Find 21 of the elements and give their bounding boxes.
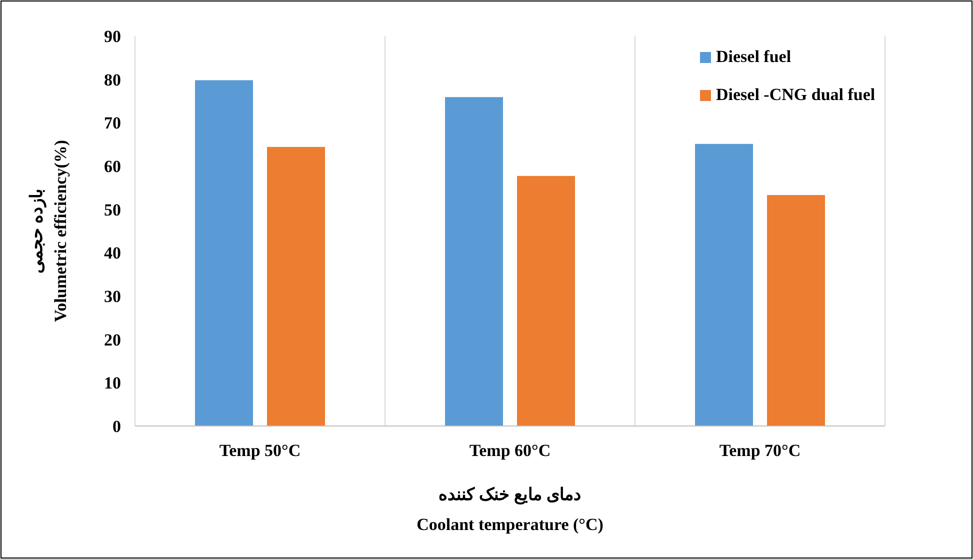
bar bbox=[195, 80, 253, 426]
bar bbox=[767, 195, 825, 426]
y-tick-label: 60 bbox=[104, 156, 121, 176]
x-tick-label: Temp 70°C bbox=[719, 441, 801, 460]
x-tick-label: Temp 50°C bbox=[219, 441, 301, 460]
y-tick-label: 0 bbox=[112, 416, 121, 436]
y-tick-label: 20 bbox=[104, 330, 121, 350]
y-tick-label: 40 bbox=[104, 244, 121, 263]
y-tick-label: 70 bbox=[104, 114, 121, 133]
bar bbox=[267, 146, 325, 426]
y-tick-label: 10 bbox=[104, 374, 121, 393]
bar bbox=[695, 144, 753, 426]
bar bbox=[445, 97, 503, 426]
y-tick-label: 80 bbox=[104, 70, 121, 90]
x-tick-label: Temp 60°C bbox=[469, 441, 551, 460]
legend-label: Diesel fuel bbox=[716, 47, 792, 66]
bar bbox=[517, 176, 575, 426]
legend-label: Diesel -CNG dual fuel bbox=[716, 85, 876, 104]
y-tick-label: 30 bbox=[104, 286, 121, 306]
y-tick-label: 50 bbox=[104, 200, 121, 220]
y-tick-label: 90 bbox=[104, 26, 121, 46]
